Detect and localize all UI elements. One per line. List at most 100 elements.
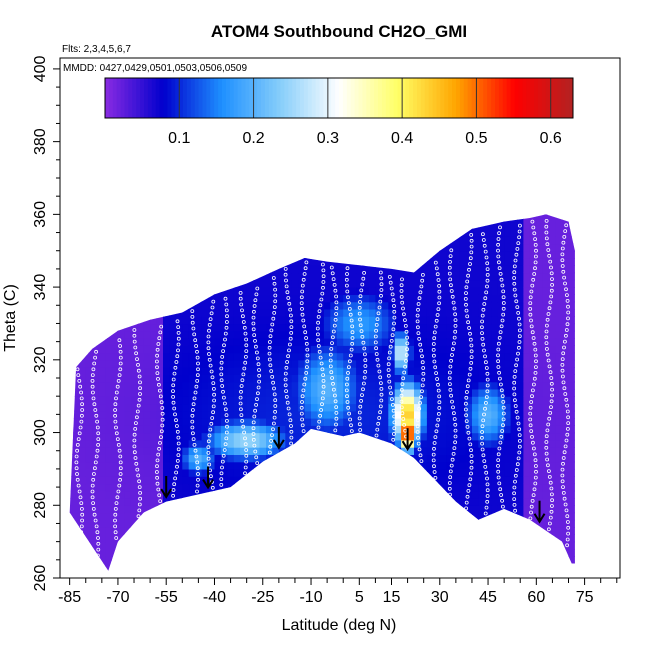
heatmap-cell bbox=[549, 272, 557, 281]
heatmap-cell bbox=[381, 483, 389, 492]
heatmap-cell bbox=[233, 461, 241, 470]
heatmap-cell bbox=[220, 214, 228, 223]
heatmap-cell bbox=[497, 338, 505, 346]
heatmap-cell bbox=[433, 527, 441, 535]
flight-sample-point bbox=[95, 530, 100, 535]
heatmap-cell bbox=[575, 389, 582, 397]
heatmap-cell bbox=[555, 498, 563, 506]
heatmap-cell bbox=[433, 228, 441, 237]
heatmap-cell bbox=[304, 330, 312, 339]
heatmap-cell bbox=[388, 425, 396, 434]
heatmap-cell bbox=[150, 548, 158, 557]
heatmap-cell bbox=[291, 461, 299, 470]
heatmap-cell bbox=[214, 352, 222, 361]
heatmap-cell bbox=[497, 527, 505, 535]
flight-sample-point bbox=[303, 376, 308, 381]
heatmap-cell bbox=[201, 381, 209, 390]
heatmap-cell bbox=[278, 563, 286, 571]
heatmap-cell bbox=[588, 527, 595, 535]
heatmap-cell bbox=[285, 243, 293, 252]
heatmap-cell bbox=[330, 556, 338, 565]
heatmap-cell bbox=[111, 367, 119, 375]
heatmap-cell bbox=[220, 425, 228, 434]
heatmap-cell bbox=[72, 447, 80, 455]
heatmap-cell bbox=[272, 323, 280, 332]
heatmap-cell bbox=[529, 214, 537, 223]
heatmap-cell bbox=[201, 301, 209, 310]
heatmap-cell bbox=[446, 308, 454, 317]
heatmap-cell bbox=[588, 229, 595, 237]
heatmap-cell bbox=[169, 265, 177, 274]
heatmap-cell bbox=[491, 214, 499, 215]
heatmap-cell bbox=[343, 330, 351, 339]
heatmap-cell bbox=[381, 352, 389, 361]
heatmap-cell bbox=[195, 396, 203, 405]
heatmap-cell bbox=[259, 381, 267, 390]
heatmap-cell bbox=[439, 308, 447, 317]
heatmap-cell bbox=[60, 389, 67, 397]
flight-sample-point bbox=[136, 403, 141, 408]
heatmap-cell bbox=[98, 410, 106, 419]
heatmap-cell bbox=[79, 374, 87, 383]
heatmap-cell bbox=[298, 265, 306, 274]
heatmap-cell bbox=[85, 359, 93, 368]
heatmap-cell bbox=[227, 461, 235, 470]
flight-sample-point bbox=[212, 392, 217, 397]
flight-sample-point bbox=[114, 501, 119, 506]
heatmap-cell bbox=[285, 396, 293, 405]
heatmap-cell bbox=[266, 193, 273, 201]
heatmap-cell bbox=[266, 541, 273, 550]
heatmap-cell bbox=[182, 381, 190, 390]
heatmap-cell bbox=[272, 447, 280, 455]
heatmap-cell bbox=[510, 279, 518, 288]
heatmap-cell bbox=[356, 236, 364, 245]
heatmap-cell bbox=[562, 221, 570, 230]
heatmap-cell bbox=[143, 228, 151, 237]
heatmap-cell bbox=[85, 352, 93, 361]
heatmap-cell bbox=[581, 404, 588, 412]
heatmap-cell bbox=[188, 316, 196, 325]
heatmap-cell bbox=[330, 258, 338, 266]
heatmap-cell bbox=[214, 418, 222, 426]
heatmap-cell bbox=[555, 294, 563, 303]
heatmap-cell bbox=[375, 214, 383, 223]
heatmap-cell bbox=[439, 265, 447, 274]
flight-sample-point bbox=[93, 518, 98, 523]
heatmap-cell bbox=[266, 556, 273, 565]
heatmap-cell bbox=[381, 556, 389, 565]
heatmap-cell bbox=[452, 512, 460, 521]
heatmap-cell bbox=[137, 236, 145, 245]
heatmap-cell bbox=[517, 214, 524, 223]
heatmap-cell bbox=[60, 534, 67, 542]
heatmap-cell bbox=[336, 316, 344, 325]
heatmap-cell bbox=[259, 418, 267, 426]
heatmap-cell bbox=[157, 200, 164, 208]
heatmap-cell bbox=[156, 519, 164, 528]
heatmap-cell bbox=[562, 301, 570, 310]
heatmap-cell bbox=[555, 403, 563, 412]
flight-sample-point bbox=[210, 375, 215, 380]
heatmap-cell bbox=[556, 193, 563, 201]
heatmap-cell bbox=[472, 359, 479, 368]
flight-sample-point bbox=[254, 292, 259, 297]
heatmap-cell bbox=[259, 308, 267, 317]
heatmap-cell bbox=[298, 454, 306, 463]
heatmap-cell bbox=[330, 228, 338, 237]
heatmap-cell bbox=[323, 498, 331, 506]
heatmap-cell bbox=[388, 193, 395, 201]
heatmap-cell bbox=[433, 410, 441, 419]
heatmap-cell bbox=[336, 410, 344, 419]
heatmap-cell bbox=[85, 367, 93, 375]
heatmap-cell bbox=[124, 214, 132, 223]
heatmap-cell bbox=[72, 381, 80, 390]
heatmap-cell bbox=[72, 287, 80, 295]
heatmap-cell bbox=[105, 571, 112, 579]
heatmap-cell bbox=[542, 447, 550, 455]
heatmap-cell bbox=[381, 388, 389, 397]
heatmap-cell bbox=[523, 345, 531, 354]
heatmap-cell bbox=[317, 461, 325, 470]
heatmap-cell bbox=[362, 410, 370, 419]
heatmap-cell bbox=[575, 454, 582, 462]
heatmap-cell bbox=[588, 280, 595, 288]
heatmap-cell bbox=[233, 541, 241, 550]
